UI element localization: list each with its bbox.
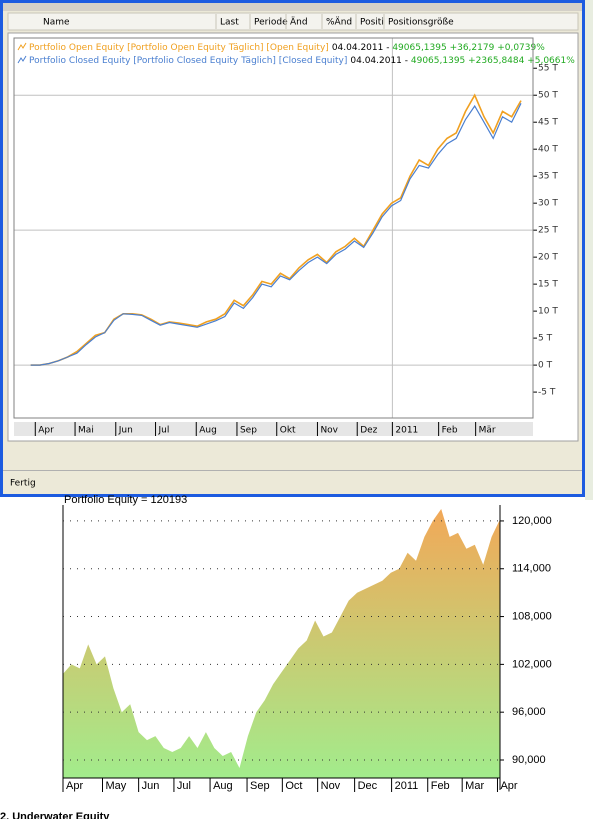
- x-tick-label: Jul: [158, 426, 170, 436]
- legend-date: 04.04.2011 -: [350, 56, 411, 66]
- x-tick-label: Apr: [500, 780, 517, 792]
- toolbar: [3, 3, 582, 11]
- y-tick-label: 35 T: [538, 172, 558, 182]
- x-tick-label: Feb: [442, 426, 458, 436]
- x-axis-bar: [14, 422, 533, 436]
- column-label: Name: [43, 18, 70, 28]
- x-tick-label: 2011: [395, 780, 419, 792]
- status-divider: [3, 470, 582, 471]
- y-tick-label: 0 T: [538, 361, 553, 371]
- x-tick-label: Aug: [199, 426, 217, 436]
- y-tick-label: 10 T: [538, 307, 558, 317]
- x-tick-label: 2011: [395, 426, 418, 436]
- x-tick-label: Apr: [38, 426, 54, 436]
- x-tick-label: Sep: [250, 780, 270, 792]
- y-tick-label: 45 T: [538, 118, 558, 128]
- legend-icon: [17, 55, 27, 64]
- column-label: Periode: [254, 18, 288, 28]
- legend-name: Portfolio Open Equity [Portfolio Open Eq…: [29, 43, 329, 53]
- area: [63, 509, 500, 778]
- legend-name: Portfolio Closed Equity [Portfolio Close…: [29, 56, 347, 66]
- x-tick-label: Jun: [118, 426, 133, 436]
- y-tick-label: 120,000: [512, 515, 552, 527]
- plot-frame: [13, 37, 534, 419]
- column-label: Positionsgröße: [388, 18, 454, 28]
- y-tick-label: 55 T: [538, 64, 558, 74]
- x-tick-label: Apr: [66, 780, 83, 792]
- legend-entry: Portfolio Closed Equity [Portfolio Close…: [29, 56, 575, 66]
- x-tick-label: Aug: [213, 780, 233, 792]
- y-tick-label: 114,000: [512, 563, 551, 575]
- y-tick-label: 5 T: [538, 334, 553, 344]
- x-tick-label: Nov: [321, 780, 341, 792]
- x-tick-label: Dec: [358, 780, 378, 792]
- y-tick-label: 50 T: [538, 91, 558, 101]
- status-text: Fertig: [10, 479, 36, 489]
- y-tick-label: 96,000: [512, 706, 546, 718]
- legend-stats: 49065,1395 +36,2179 +0,0739%: [392, 43, 545, 53]
- x-tick-label: Sep: [240, 426, 257, 436]
- y-tick-label: 90,000: [512, 754, 546, 766]
- y-tick-label: 30 T: [538, 199, 558, 209]
- column-header: [7, 12, 579, 31]
- y-tick-label: 108,000: [512, 610, 552, 622]
- y-tick-label: -5 T: [538, 388, 556, 398]
- x-tick-label: Jun: [142, 780, 160, 792]
- chart-title: Portfolio Equity = 120193: [64, 494, 187, 506]
- x-tick-label: Okt: [280, 426, 296, 436]
- column-label: Last: [220, 18, 239, 28]
- x-tick-label: Mar: [465, 780, 484, 792]
- legend-date: 04.04.2011 -: [332, 43, 393, 53]
- x-tick-label: Nov: [320, 426, 338, 436]
- x-tick-label: Oct: [285, 780, 302, 792]
- series-line: [30, 103, 522, 366]
- chart-panel: [7, 32, 579, 442]
- x-tick-label: Mai: [78, 426, 94, 436]
- column-label: %Änd: [326, 17, 352, 28]
- y-tick-label: 102,000: [512, 658, 552, 670]
- x-tick-label: Feb: [431, 780, 450, 792]
- y-tick-label: 20 T: [538, 253, 558, 263]
- legend-icon: [17, 42, 27, 51]
- section-heading: 2. Underwater Equity: [0, 811, 110, 819]
- y-tick-label: 40 T: [538, 145, 558, 155]
- x-tick-label: Mär: [479, 426, 496, 436]
- legend-stats: 49065,1395 +2365,8484 +5,0661%: [411, 56, 575, 66]
- background-window: [585, 0, 593, 500]
- y-tick-label: 15 T: [538, 280, 558, 290]
- x-tick-label: Jul: [177, 780, 191, 792]
- column-label: Positi: [360, 18, 384, 28]
- x-tick-label: May: [105, 780, 126, 792]
- legend-entry: Portfolio Open Equity [Portfolio Open Eq…: [29, 43, 545, 53]
- column-label: Änd: [290, 17, 308, 28]
- y-tick-label: 25 T: [538, 226, 558, 236]
- x-tick-label: Dez: [360, 426, 377, 436]
